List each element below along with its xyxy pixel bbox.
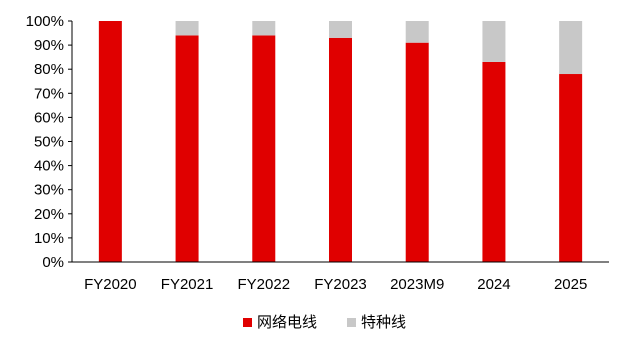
- y-axis: 0% 10% 20% 30% 40% 50% 60% 70% 80% 90% 100%: [26, 13, 73, 271]
- y-tick-label: 60%: [34, 109, 64, 126]
- x-tick-label: FY2021: [161, 276, 214, 293]
- bar-network-wire-3: [329, 37, 352, 263]
- y-tick-label: 0%: [42, 254, 64, 271]
- bar-network-wire-6: [559, 74, 583, 263]
- x-tick-label: 2025: [554, 276, 587, 293]
- x-tick-label: 2024: [477, 276, 510, 293]
- y-tick-label: 10%: [34, 230, 64, 247]
- x-tick-label: 2023M9: [390, 276, 444, 293]
- bar-network-wire-5: [482, 61, 506, 262]
- bar-network-wire-4: [405, 42, 429, 262]
- x-tick-label: FY2020: [84, 276, 137, 293]
- x-axis: FY2020 FY2021 FY2022 FY2023 2023M9 2024 2025: [72, 261, 609, 293]
- y-tick-label: 80%: [34, 61, 64, 78]
- legend-label-special-wire: 特种线: [361, 314, 406, 331]
- bar-special-wire-6: [559, 21, 583, 75]
- y-tick-label: 20%: [34, 206, 64, 223]
- bar-network-wire-2: [252, 35, 276, 263]
- bar-network-wire-0: [98, 21, 122, 262]
- bar-special-wire-3: [329, 21, 352, 38]
- bar-network-wire-1: [175, 35, 199, 263]
- legend-swatch-special-wire: [347, 318, 356, 327]
- y-tick-label: 40%: [34, 158, 64, 175]
- x-tick-label: FY2023: [314, 276, 367, 293]
- y-tick-label: 100%: [26, 13, 64, 30]
- bar-special-wire-1: [175, 21, 199, 36]
- legend-swatch-network-wire: [243, 318, 252, 327]
- bar-special-wire-2: [252, 21, 276, 36]
- y-tick-label: 90%: [34, 37, 64, 54]
- y-tick-label: 50%: [34, 134, 64, 151]
- legend-label-network-wire: 网络电线: [257, 314, 317, 331]
- bar-special-wire-4: [405, 21, 429, 43]
- y-tick-label: 70%: [34, 85, 64, 102]
- x-tick-label: FY2022: [238, 276, 291, 293]
- bar-special-wire-5: [482, 21, 506, 62]
- legend: 网络电线 特种线: [243, 314, 406, 331]
- y-tick-label: 30%: [34, 182, 64, 199]
- bars: [98, 21, 583, 263]
